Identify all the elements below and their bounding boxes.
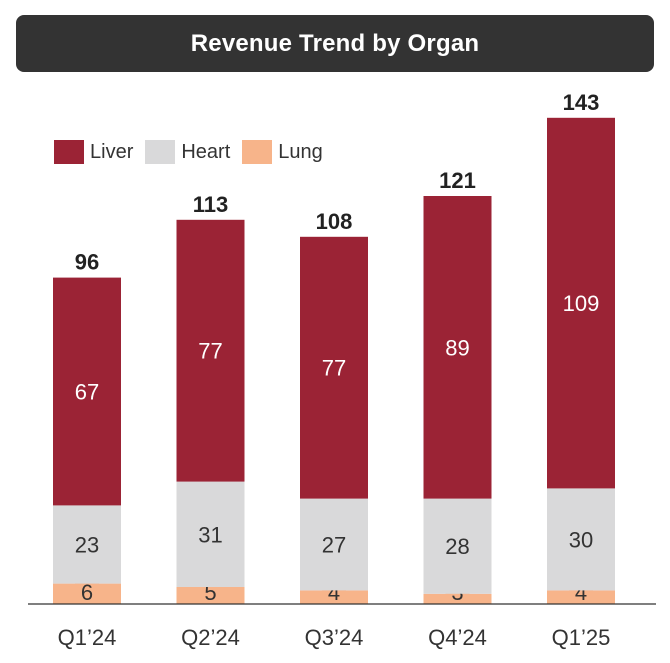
value-label-liver-0: 67 — [75, 380, 99, 405]
value-label-liver-3: 89 — [445, 335, 469, 360]
value-label-heart-0: 23 — [75, 533, 99, 558]
chart-title: Revenue Trend by Organ — [190, 29, 480, 57]
value-label-heart-3: 28 — [445, 534, 469, 559]
x-tick-label-3: Q4’24 — [428, 625, 487, 650]
x-tick-label-1: Q2’24 — [181, 625, 240, 650]
bar-heart-4 — [547, 488, 615, 591]
x-tick-label-0: Q1’24 — [58, 625, 117, 650]
value-label-liver-2: 77 — [322, 356, 346, 381]
legend-item-lung: Lung — [242, 140, 323, 164]
bar-heart-3 — [423, 498, 492, 594]
x-tick-label-4: Q1’25 — [552, 625, 611, 650]
legend-label-liver: Liver — [90, 140, 134, 163]
total-label-0: 96 — [75, 250, 99, 275]
total-label-4: 143 — [563, 90, 600, 115]
legend-swatch-lung — [242, 140, 273, 164]
x-tick-label-2: Q3’24 — [305, 625, 364, 650]
total-label-2: 108 — [316, 209, 353, 234]
legend-label-lung: Lung — [278, 140, 323, 163]
value-label-heart-2: 27 — [322, 533, 346, 558]
bar-liver-1 — [176, 219, 245, 482]
value-label-heart-4: 30 — [569, 527, 593, 552]
bar-liver-0 — [53, 277, 121, 506]
bar-liver-4 — [547, 117, 615, 489]
value-label-liver-4: 109 — [563, 291, 600, 316]
value-label-liver-1: 77 — [198, 339, 222, 364]
legend-label-heart: Heart — [181, 140, 231, 163]
bar-heart-0 — [53, 505, 121, 584]
value-label-lung-0: 6 — [81, 580, 93, 605]
legend-swatch-liver — [54, 140, 84, 164]
bar-liver-3 — [423, 196, 492, 499]
value-label-heart-1: 31 — [198, 522, 222, 547]
total-label-1: 113 — [193, 192, 229, 217]
legend-swatch-heart — [145, 140, 176, 164]
bar-liver-2 — [300, 236, 368, 499]
chart-title-bar: Revenue Trend by Organ — [16, 15, 654, 72]
bar-heart-2 — [300, 498, 368, 591]
total-label-3: 121 — [439, 168, 476, 193]
chart-legend: Liver Heart Lung — [54, 140, 335, 164]
legend-item-heart: Heart — [145, 140, 230, 164]
legend-item-liver: Liver — [54, 140, 133, 164]
bar-heart-1 — [176, 481, 245, 587]
